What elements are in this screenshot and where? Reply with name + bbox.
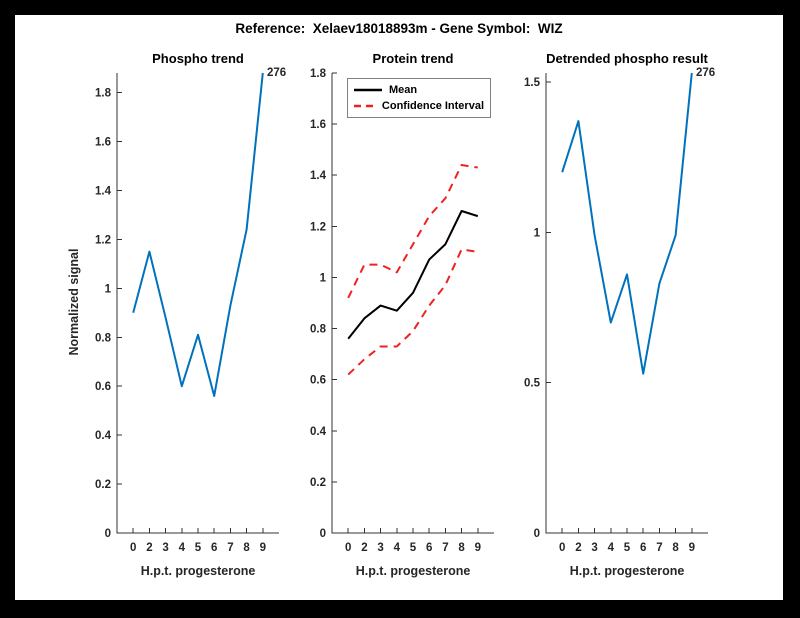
plot2-x-tick-label: 9 — [475, 542, 481, 554]
legend-label-ci: Confidence Interval — [381, 100, 484, 113]
figure-title: Reference: Xelaev18018893m - Gene Symbol… — [235, 21, 563, 36]
plot2-x-tick-label: 4 — [394, 542, 401, 554]
plot2-x-tick-label: 5 — [410, 542, 417, 554]
plot2-y-tick-label: 0.2 — [310, 477, 326, 489]
plot2-x-tick-label: 6 — [426, 542, 432, 554]
plot1-y-tick-label: 0.6 — [95, 381, 111, 393]
plot1-y-tick-label: 0.8 — [95, 332, 112, 344]
plot3-endpoint-label: 276 — [696, 67, 716, 79]
plot1-x-tick-label: 8 — [243, 542, 250, 554]
plot2-y-tick-label: 0.6 — [310, 375, 326, 387]
plot2-axes — [331, 73, 494, 534]
plot1-x-tick-label: 9 — [260, 542, 266, 554]
plot3-x-tick-label: 5 — [624, 542, 631, 554]
plot2-series-confidence-interval-lower — [347, 248, 478, 376]
plot3-y-tick-label: 0.5 — [524, 378, 541, 390]
plot2-y-tick-label: 1.6 — [310, 119, 326, 131]
plot3-title: Detrended phospho result — [546, 51, 708, 66]
plot3-x-tick-label: 2 — [575, 542, 581, 554]
legend-row-ci: Confidence Interval — [354, 99, 484, 114]
plot2-x-tick-label: 7 — [442, 542, 448, 554]
plot1-x-tick-label: 5 — [195, 542, 202, 554]
plot1-x-tick-label: 4 — [179, 542, 186, 554]
plot3-y-tick-label: 1.5 — [524, 77, 541, 89]
plot2-y-tick-label: 0.8 — [310, 324, 327, 336]
plot1-y-tick-label: 0.4 — [95, 430, 112, 442]
legend-label-mean: Mean — [389, 83, 418, 96]
plot1-y-tick-label: 1.8 — [95, 88, 112, 100]
plot1-x-tick-label: 2 — [146, 542, 152, 554]
plot3-axes — [545, 73, 708, 534]
mean-line-sample-icon — [354, 88, 382, 92]
plot3-x-tick-label: 3 — [591, 542, 597, 554]
plot1-x-tick-label: 3 — [162, 542, 168, 554]
plot2-xlabel: H.p.t. progesterone — [355, 564, 471, 578]
plot2-y-tick-label: 1 — [320, 272, 327, 284]
plot2-series-confidence-interval-upper — [347, 164, 478, 299]
plot3-x-tick-label: 8 — [672, 542, 679, 554]
plot1-series-phospho — [132, 72, 264, 397]
plots-svg: 00.20.40.60.811.21.41.61.80 2 3 4 5 6 7 8 900.20… — [95, 68, 708, 554]
plot3-y-tick-label: 1 — [534, 227, 541, 239]
plot3-xlabel: H.p.t. progesterone — [569, 564, 685, 578]
plot2-title: Protein trend — [372, 51, 454, 66]
plot2-x-tick-label: 3 — [377, 542, 383, 554]
plot1-title: Phospho trend — [152, 51, 244, 66]
plot2-x-tick-label: 2 — [361, 542, 367, 554]
plot1-x-tick-label: 7 — [227, 542, 233, 554]
plot1-y-tick-label: 1.4 — [95, 185, 112, 197]
plot1-y-tick-label: 1 — [105, 283, 112, 295]
ci-dashed-line-sample-icon — [354, 104, 375, 108]
legend-box: Mean Confidence Interval — [347, 78, 491, 118]
plot2-y-tick-label: 1.4 — [310, 170, 327, 182]
plot1-y-tick-label: 0 — [105, 528, 111, 540]
plot3-x-tick-label: 7 — [656, 542, 662, 554]
plot2-y-tick-label: 1.8 — [310, 68, 327, 80]
plot1-xlabel: H.p.t. progesterone — [140, 564, 256, 578]
plot1-y-tick-label: 1.6 — [95, 137, 111, 149]
plot3-y-tick-label: 0 — [534, 528, 540, 540]
plot2-y-tick-label: 0 — [320, 528, 326, 540]
figure-canvas: Reference: Xelaev18018893m - Gene Symbol… — [15, 15, 783, 600]
plot3-x-tick-label: 0 — [559, 542, 565, 554]
plot2-x-tick-label: 0 — [345, 542, 351, 554]
plot3-x-tick-label: 4 — [608, 542, 615, 554]
plot3-series-detrended-phospho — [561, 72, 693, 375]
plot2-y-tick-label: 1.2 — [310, 221, 326, 233]
plot1-x-tick-label: 6 — [211, 542, 217, 554]
plot1-x-tick-label: 0 — [130, 542, 136, 554]
plot1-y-tick-label: 1.2 — [95, 234, 111, 246]
plot2-y-tick-label: 0.4 — [310, 426, 327, 438]
plot3-x-tick-label: 6 — [640, 542, 646, 554]
plot2-series-mean — [347, 210, 479, 340]
plot1-endpoint-label: 276 — [267, 67, 287, 79]
plot1-y-tick-label: 0.2 — [95, 479, 111, 491]
plot3-x-tick-label: 9 — [689, 542, 695, 554]
legend-row-mean: Mean — [354, 82, 484, 97]
plot2-x-tick-label: 8 — [458, 542, 465, 554]
